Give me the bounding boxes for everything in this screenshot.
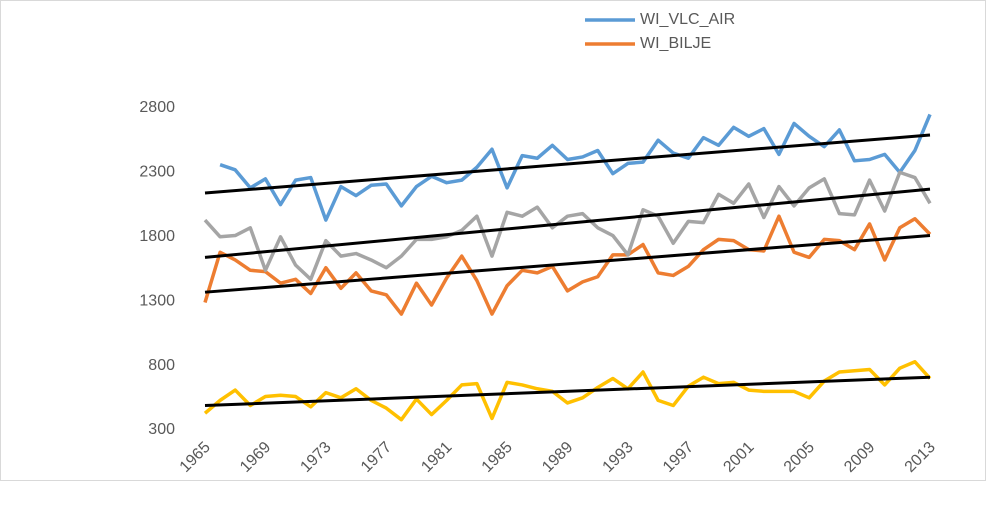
x-tick-label: 1993	[600, 439, 637, 476]
series-line	[203, 214, 932, 316]
x-tick-label: 2009	[841, 439, 878, 476]
x-tick-label: 2001	[720, 439, 757, 476]
series-line	[203, 170, 932, 282]
x-tick-label: 1981	[418, 439, 455, 476]
series-line	[219, 113, 932, 222]
trend-line	[204, 234, 931, 294]
x-tick-label: 2013	[902, 439, 939, 476]
x-tick-label: 1997	[660, 439, 697, 476]
chart-frame	[0, 0, 986, 481]
series-line	[203, 359, 932, 422]
y-tick-label: 1800	[139, 228, 175, 245]
x-tick-label: 2005	[781, 439, 818, 476]
y-tick-label: 300	[148, 421, 175, 438]
x-tick-label: 1973	[297, 439, 334, 476]
trend-line	[204, 375, 931, 408]
x-tick-label: 1989	[539, 439, 576, 476]
y-tick-label: 800	[148, 357, 175, 374]
x-tick-label: 1969	[237, 439, 274, 476]
trend-line	[204, 187, 931, 259]
x-tick-label: 1985	[479, 439, 516, 476]
x-tick-label: 1977	[358, 439, 395, 476]
trend-line	[204, 133, 931, 195]
x-tick-label: 1965	[177, 439, 214, 476]
y-tick-label: 2800	[139, 99, 175, 116]
y-tick-label: 2300	[139, 164, 175, 181]
y-tick-label: 1300	[139, 292, 175, 309]
legend-label: WI_BILJE	[640, 35, 711, 52]
legend-label: WI_VLC_AIR	[640, 11, 735, 28]
